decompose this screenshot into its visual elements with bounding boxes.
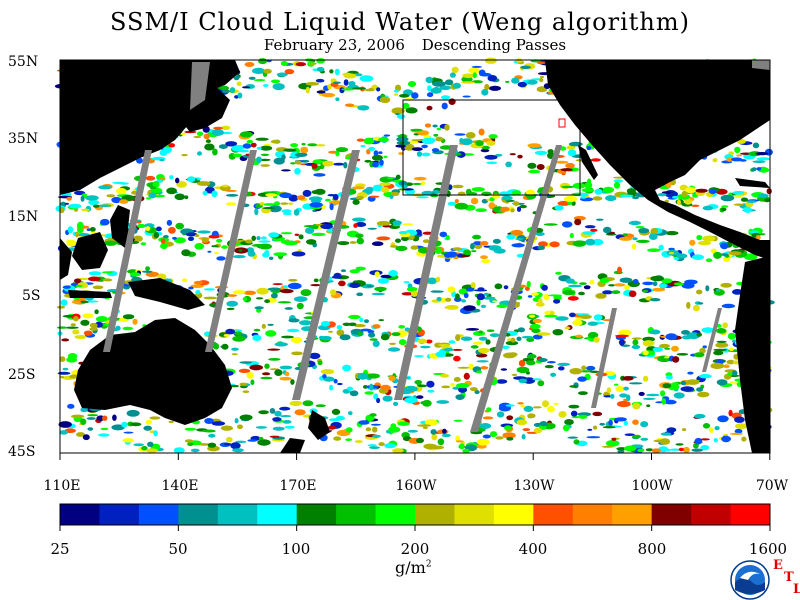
data-gaps <box>103 60 770 432</box>
land-cuba <box>735 178 770 188</box>
lat-label-55n: 55N <box>8 54 39 70</box>
land-borneo <box>72 232 108 270</box>
land-north-america <box>545 60 770 260</box>
gap-swath <box>205 150 257 352</box>
colorbar-tick-label: 25 <box>50 540 70 558</box>
colorbar-tick-label: 200 <box>400 540 430 558</box>
lon-label-100w: 100W <box>631 478 673 494</box>
lon-label-110e: 110E <box>43 478 81 494</box>
gap-swath <box>394 145 458 400</box>
noaa-logo <box>730 560 770 600</box>
land-sumatra <box>60 238 72 280</box>
colorbar-tick-label: 400 <box>518 540 548 558</box>
colorbar-swatch <box>691 504 732 525</box>
colorbar-swatch <box>493 504 534 525</box>
colorbar-swatch <box>336 504 377 525</box>
colorbar-swatch <box>99 504 140 525</box>
gap-swath <box>292 150 360 400</box>
lon-label-140e: 140E <box>161 478 199 494</box>
land-baja <box>578 145 598 180</box>
land-south-america <box>735 256 770 453</box>
lat-label-35n: 35N <box>8 131 39 147</box>
colorbar <box>59 453 771 531</box>
subtitle-pass: Descending Passes <box>421 36 567 54</box>
land-java <box>68 290 112 298</box>
colorbar-swatch <box>533 504 574 525</box>
colorbar-swatch <box>612 504 653 525</box>
colorbar-tick-label: 100 <box>281 540 311 558</box>
gap-patch <box>752 60 770 70</box>
colorbar-swatch <box>375 504 416 525</box>
colorbar-swatch <box>415 504 455 525</box>
land-new-zealand-north <box>308 410 330 440</box>
etl-letter-t: T <box>784 570 794 585</box>
lat-label-25s: 25S <box>8 367 36 383</box>
colorbar-swatch <box>454 504 495 525</box>
lon-label-70w: 70W <box>755 478 789 494</box>
colorbar-tick-label: 50 <box>168 540 188 558</box>
subtitle-date: February 23, 2006 <box>263 36 405 54</box>
lat-label-15n: 15N <box>8 209 39 225</box>
lat-label-45s: 45S <box>8 444 36 460</box>
colorbar-swatch <box>178 504 219 525</box>
map-title: SSM/I Cloud Liquid Water (Weng algorithm… <box>109 8 690 36</box>
etl-letter-e: E <box>773 558 783 573</box>
land-new-zealand-south <box>280 438 305 453</box>
map-subtitle: February 23, 2006 Descending Passes <box>0 36 800 54</box>
region-box <box>402 99 581 196</box>
gap-swath <box>470 145 562 432</box>
lat-label-5s: 5S <box>22 288 41 304</box>
units-label: g/m2 <box>395 558 432 577</box>
lon-label-170e: 170E <box>279 478 317 494</box>
lon-label-130w: 130W <box>513 478 555 494</box>
colorbar-swatch <box>572 504 613 525</box>
colorbar-tick-label: 800 <box>637 540 667 558</box>
units-superscript: 2 <box>425 559 432 570</box>
colorbar-tick-label: 1600 <box>748 540 788 558</box>
colorbar-swatch <box>60 504 100 525</box>
colorbar-swatch <box>296 504 337 525</box>
land-new-guinea <box>128 278 205 310</box>
lon-label-160w: 160W <box>395 478 437 494</box>
colorbar-swatch <box>651 504 692 525</box>
units-text: g/m <box>395 558 426 577</box>
marker-box <box>558 118 566 128</box>
gap-swath <box>591 308 617 408</box>
colorbar-swatch <box>257 504 298 525</box>
etl-letter-l: L <box>793 582 800 597</box>
gap-swath <box>702 308 722 372</box>
colorbar-swatch <box>730 504 771 525</box>
colorbar-swatch <box>217 504 258 525</box>
colorbar-swatch <box>138 504 179 525</box>
gap-patch <box>190 62 210 110</box>
land-australia <box>74 318 232 425</box>
gap-swath <box>103 150 152 352</box>
